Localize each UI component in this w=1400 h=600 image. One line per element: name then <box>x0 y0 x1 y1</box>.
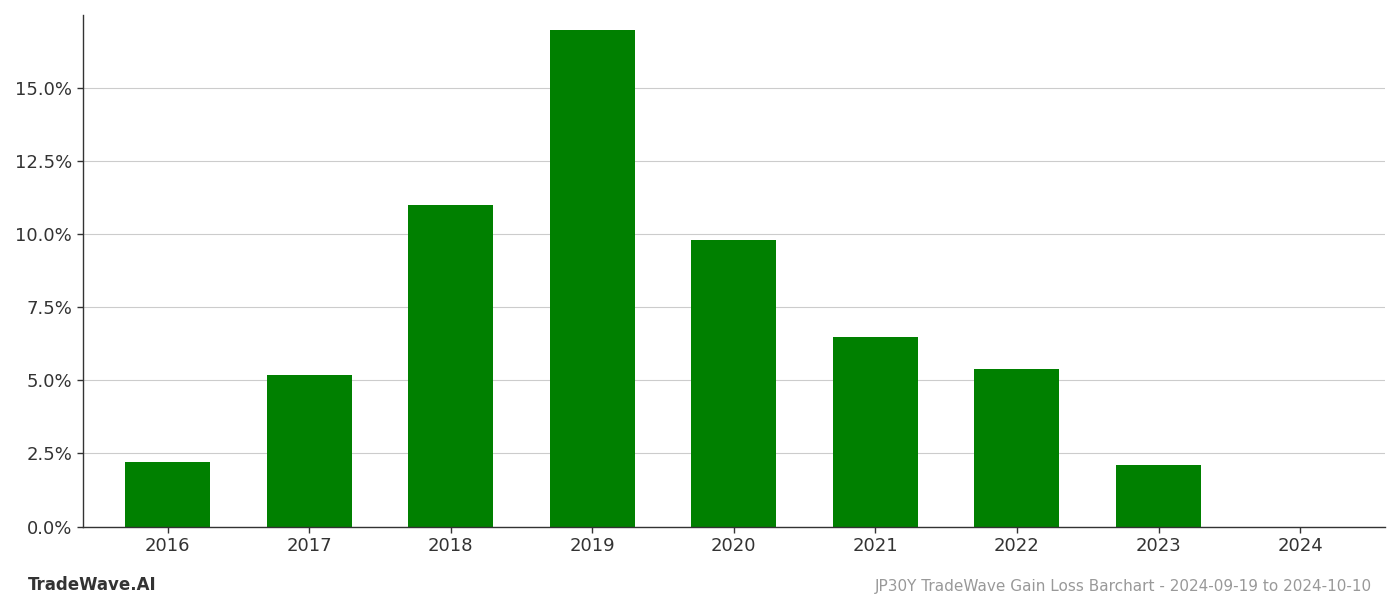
Text: TradeWave.AI: TradeWave.AI <box>28 576 157 594</box>
Bar <box>550 29 634 527</box>
Bar <box>409 205 493 527</box>
Bar <box>974 369 1060 527</box>
Bar <box>266 374 351 527</box>
Bar <box>125 462 210 527</box>
Bar <box>1116 465 1201 527</box>
Text: JP30Y TradeWave Gain Loss Barchart - 2024-09-19 to 2024-10-10: JP30Y TradeWave Gain Loss Barchart - 202… <box>875 579 1372 594</box>
Bar <box>692 240 777 527</box>
Bar <box>833 337 918 527</box>
